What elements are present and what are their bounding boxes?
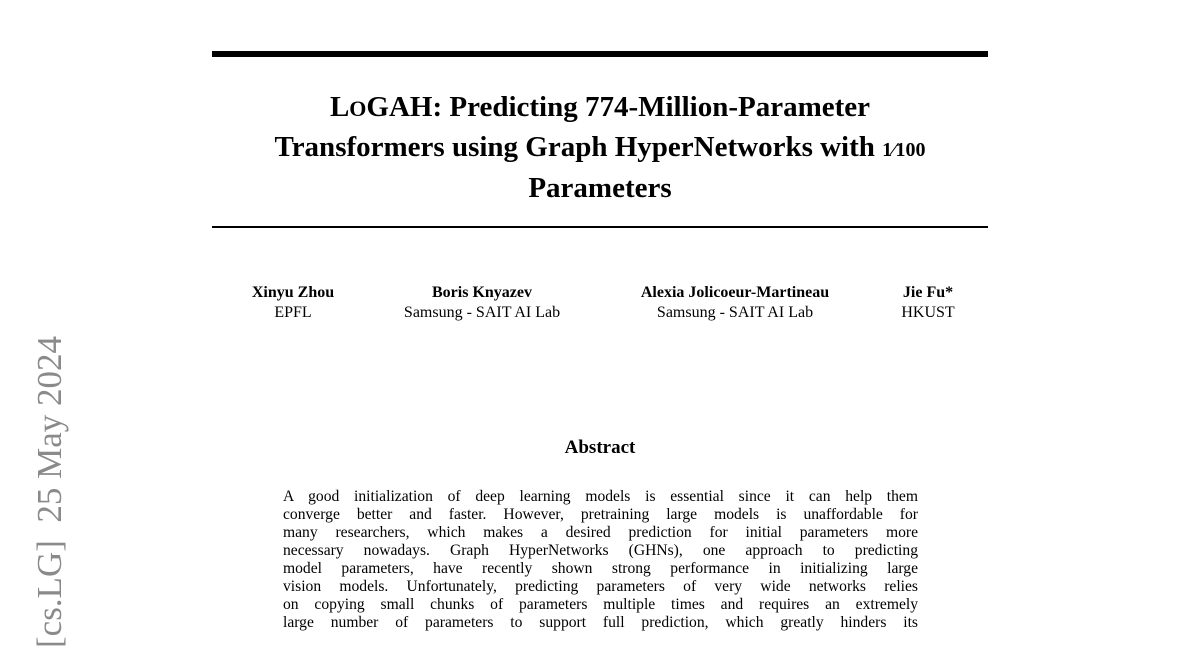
author-name: Boris Knyazev (431, 284, 532, 301)
paper-title: LOGAH: Predicting 774-Million-Parameter … (212, 88, 988, 207)
abstract-line: on copying small chunks of parameters mu… (283, 596, 918, 613)
author: Boris Knyazev Samsung - SAIT AI Lab (404, 283, 560, 323)
arxiv-date: 25 May 2024 (30, 335, 69, 523)
author-affiliation: Samsung - SAIT AI Lab (403, 304, 561, 321)
abstract-line: large number of parameters to support fu… (283, 614, 918, 631)
title-line-1-text: : Predicting 774-Million-Parameter (432, 91, 871, 123)
top-rule (212, 51, 988, 57)
author-affiliation: HKUST (901, 304, 955, 321)
abstract-line: necessary nowadays. Graph HyperNetworks … (283, 542, 918, 559)
author-name: Xinyu Zhou (251, 284, 335, 301)
title-fraction: 1⁄100 (882, 139, 926, 161)
title-line-2-text: Transformers using Graph HyperNetworks w… (274, 131, 883, 163)
title-logo-o: O (349, 96, 367, 121)
title-line-2: Transformers using Graph HyperNetworks w… (212, 128, 988, 169)
title-line-1: LOGAH: Predicting 774-Million-Parameter (212, 88, 988, 128)
author: Xinyu Zhou EPFL (252, 283, 334, 323)
arxiv-category: [cs.LG] (30, 540, 69, 648)
abstract-line: vision models. Unfortunately, predicting… (283, 578, 918, 595)
title-logo-gah: GAH (366, 91, 433, 123)
abstract-line: A good initialization of deep learning m… (283, 488, 918, 505)
author: Jie Fu* HKUST (901, 283, 954, 323)
author-name: Jie Fu* (902, 284, 954, 301)
title-line-3: Parameters (528, 172, 672, 204)
abstract-line: converge better and faster. However, pre… (283, 506, 918, 523)
author-affiliation: EPFL (274, 304, 312, 321)
author-affiliation: Samsung - SAIT AI Lab (656, 304, 814, 321)
abstract-body: A good initialization of deep learning m… (283, 488, 918, 632)
title-logo-l: L (329, 91, 350, 123)
author-name: Alexia Jolicoeur-Martineau (640, 284, 830, 301)
arxiv-stamp: [cs.LG] 25 May 2024 (28, 336, 72, 648)
abstract-heading: Abstract (564, 437, 636, 458)
author: Alexia Jolicoeur-Martineau Samsung - SAIT… (641, 283, 829, 323)
abstract-line: model parameters, have recently shown st… (283, 560, 918, 577)
abstract-line: many researchers, which makes a desired … (283, 524, 918, 541)
bottom-rule (212, 226, 988, 228)
